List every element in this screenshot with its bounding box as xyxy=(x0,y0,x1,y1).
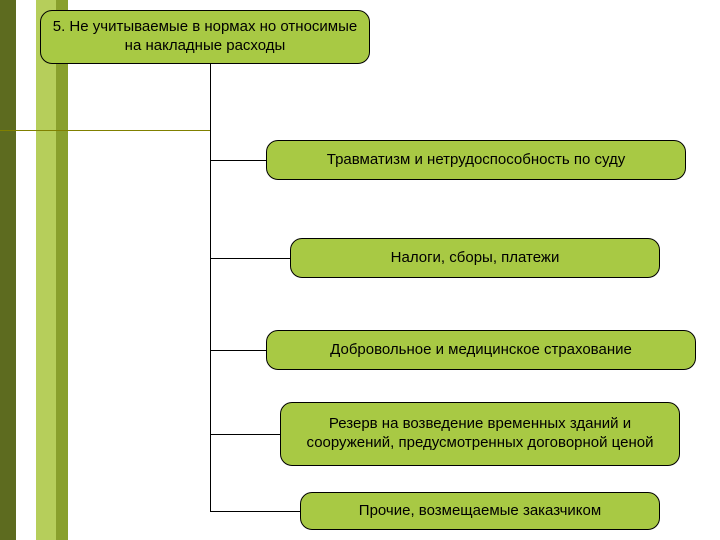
root-node: 5. Не учитываемые в нормах но относимые … xyxy=(40,10,370,64)
sidebar-stripe-3 xyxy=(56,0,68,540)
branch-line-1 xyxy=(210,258,290,259)
child-node-3: Резерв на возведение временных зданий и … xyxy=(280,402,680,466)
child-node-2: Добровольное и медицинское страхование xyxy=(266,330,696,370)
top-accent-line xyxy=(0,130,210,131)
branch-line-3 xyxy=(210,434,280,435)
trunk-line xyxy=(210,64,211,511)
child-label-0: Травматизм и нетрудоспособность по суду xyxy=(327,151,625,170)
child-label-3: Резерв на возведение временных зданий и … xyxy=(289,415,671,453)
sidebar-stripe-2 xyxy=(36,0,56,540)
child-label-2: Добровольное и медицинское страхование xyxy=(330,341,632,360)
branch-line-4 xyxy=(210,511,300,512)
branch-line-2 xyxy=(210,350,266,351)
root-label: 5. Не учитываемые в нормах но относимые … xyxy=(51,18,359,56)
diagram-canvas: 5. Не учитываемые в нормах но относимые … xyxy=(0,0,720,540)
child-label-4: Прочие, возмещаемые заказчиком xyxy=(359,502,601,521)
child-node-0: Травматизм и нетрудоспособность по суду xyxy=(266,140,686,180)
branch-line-0 xyxy=(210,160,266,161)
sidebar-stripe-1 xyxy=(16,0,36,540)
child-node-1: Налоги, сборы, платежи xyxy=(290,238,660,278)
child-node-4: Прочие, возмещаемые заказчиком xyxy=(300,492,660,530)
sidebar-stripe-0 xyxy=(0,0,16,540)
child-label-1: Налоги, сборы, платежи xyxy=(391,249,560,268)
